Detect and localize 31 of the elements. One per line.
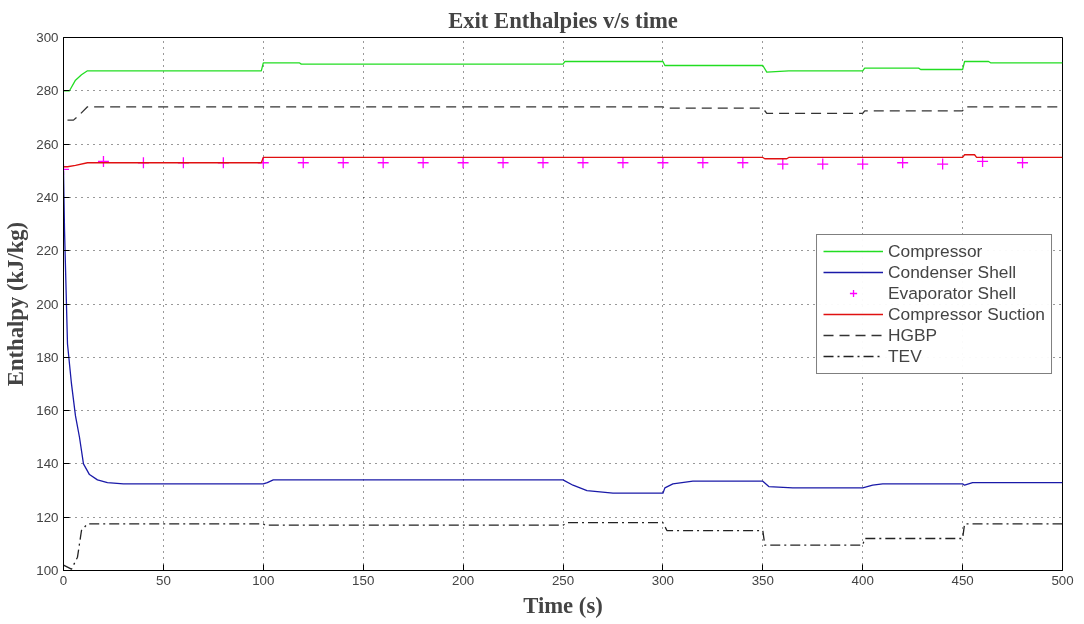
x-tick-label: 100 — [252, 572, 275, 588]
y-tick-label: 120 — [36, 509, 59, 525]
x-tick-label: 0 — [59, 572, 68, 588]
y-tick-label: 180 — [36, 349, 59, 365]
y-tick-label: 200 — [36, 296, 59, 312]
x-tick-label: 400 — [851, 572, 874, 588]
legend-label: TEV — [888, 345, 922, 367]
legend-label: Evaporator Shell — [888, 282, 1017, 304]
x-tick-label: 150 — [352, 572, 375, 588]
x-tick-label: 200 — [451, 572, 475, 588]
y-tick-label: 240 — [36, 189, 59, 205]
x-tick-label: 450 — [951, 572, 974, 588]
legend-label: HGBP — [888, 324, 938, 346]
line-series — [63, 154, 1063, 168]
y-tick-label: 300 — [36, 30, 59, 45]
chart-title: Exit Enthalpies v/s time — [448, 7, 678, 33]
x-tick-label: 50 — [155, 572, 171, 588]
y-tick-label: 160 — [36, 403, 59, 419]
legend-label: Compressor — [888, 240, 983, 262]
y-tick-label: 260 — [36, 136, 59, 152]
x-tick-label: 250 — [551, 572, 575, 588]
legend-label: Compressor Suction — [888, 303, 1045, 325]
x-tick-label: 350 — [751, 572, 774, 588]
x-axis-title: Time (s) — [523, 592, 603, 618]
legend-label: Condenser Shell — [888, 261, 1017, 283]
y-tick-label: 220 — [36, 243, 59, 259]
y-axis-title: Enthalpy (kJ/kg) — [3, 221, 29, 387]
x-tick-label: 500 — [1051, 572, 1074, 588]
x-tick-label: 300 — [651, 572, 675, 588]
y-tick-label: 140 — [36, 456, 59, 472]
y-tick-label: 280 — [36, 83, 59, 99]
